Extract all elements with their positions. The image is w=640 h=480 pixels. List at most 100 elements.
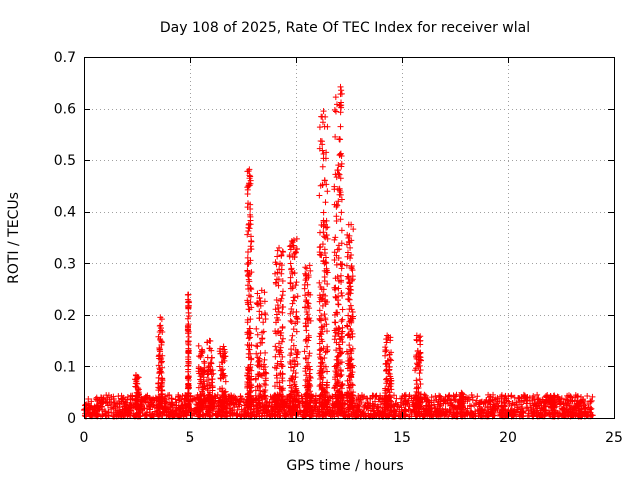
data-point xyxy=(245,376,252,383)
data-point xyxy=(253,300,260,307)
data-point xyxy=(303,336,310,343)
data-point xyxy=(273,261,280,268)
data-point xyxy=(275,282,282,289)
data-point xyxy=(361,411,368,418)
data-point xyxy=(332,391,339,398)
data-point xyxy=(293,328,300,335)
data-point xyxy=(289,270,296,277)
data-point xyxy=(287,279,294,286)
data-point xyxy=(585,404,592,411)
data-point xyxy=(256,358,263,365)
data-point xyxy=(169,408,176,415)
data-point xyxy=(332,284,339,291)
data-point xyxy=(262,381,269,388)
data-point xyxy=(258,287,265,294)
data-point xyxy=(523,405,530,412)
data-point xyxy=(339,316,346,323)
data-point xyxy=(344,273,351,280)
data-point xyxy=(335,301,342,308)
data-point xyxy=(274,362,281,369)
data-point xyxy=(155,393,162,400)
data-point xyxy=(290,297,297,304)
data-point xyxy=(502,403,509,410)
data-point xyxy=(247,213,254,220)
data-point xyxy=(347,302,354,309)
y-tick-label: 0.2 xyxy=(54,308,76,324)
data-point xyxy=(244,331,251,338)
data-point xyxy=(336,101,343,108)
data-point xyxy=(385,357,392,364)
data-point xyxy=(207,359,214,366)
data-point xyxy=(292,282,299,289)
data-point xyxy=(303,355,310,362)
data-point xyxy=(247,316,254,323)
data-point xyxy=(324,392,331,399)
data-point xyxy=(317,229,323,236)
data-point xyxy=(284,411,291,418)
data-point xyxy=(305,359,312,366)
data-point xyxy=(322,155,329,162)
data-point xyxy=(474,393,481,400)
data-point xyxy=(201,360,208,367)
data-point xyxy=(214,411,221,418)
data-point xyxy=(293,392,300,399)
data-point xyxy=(533,410,540,417)
data-point xyxy=(185,380,192,387)
data-point xyxy=(196,396,203,403)
data-point xyxy=(417,393,424,400)
data-point xyxy=(339,292,346,299)
data-point xyxy=(316,279,323,286)
data-point xyxy=(253,325,260,332)
data-point xyxy=(386,380,393,387)
data-point xyxy=(185,396,192,403)
data-point xyxy=(338,153,345,160)
data-point xyxy=(294,348,301,355)
x-tick-label: 0 xyxy=(80,430,89,446)
data-point xyxy=(257,350,264,357)
data-point xyxy=(336,171,343,178)
data-point xyxy=(272,306,279,313)
data-point xyxy=(173,410,180,417)
data-point xyxy=(249,411,256,418)
data-point xyxy=(256,308,263,315)
data-point xyxy=(216,394,223,401)
data-point xyxy=(219,387,226,394)
data-point xyxy=(199,380,206,387)
data-point xyxy=(278,349,285,356)
data-point xyxy=(331,363,338,370)
data-point xyxy=(349,273,356,280)
data-point xyxy=(349,313,356,320)
data-point xyxy=(159,328,166,335)
data-point xyxy=(290,400,297,407)
data-point xyxy=(345,312,352,319)
data-point xyxy=(425,409,432,416)
data-point xyxy=(244,282,251,289)
data-point xyxy=(339,381,346,388)
data-point xyxy=(306,402,313,409)
data-point xyxy=(156,346,163,353)
data-point xyxy=(338,209,345,216)
data-point xyxy=(245,403,252,410)
data-point xyxy=(346,306,353,313)
data-point xyxy=(533,401,540,408)
data-point xyxy=(444,408,451,415)
data-point xyxy=(332,376,339,383)
data-point xyxy=(302,365,309,372)
data-point xyxy=(184,327,191,334)
data-point xyxy=(164,392,171,399)
data-point xyxy=(253,342,260,349)
data-point xyxy=(248,238,255,245)
data-point xyxy=(322,234,329,241)
data-point xyxy=(345,296,352,303)
data-point xyxy=(348,265,355,272)
data-point xyxy=(498,397,505,404)
data-point xyxy=(347,381,354,388)
data-point xyxy=(323,265,330,272)
data-point xyxy=(406,402,413,409)
data-point xyxy=(245,350,252,357)
data-point xyxy=(157,337,164,344)
data-point xyxy=(288,305,295,312)
data-point xyxy=(318,359,325,366)
data-point xyxy=(199,347,206,354)
